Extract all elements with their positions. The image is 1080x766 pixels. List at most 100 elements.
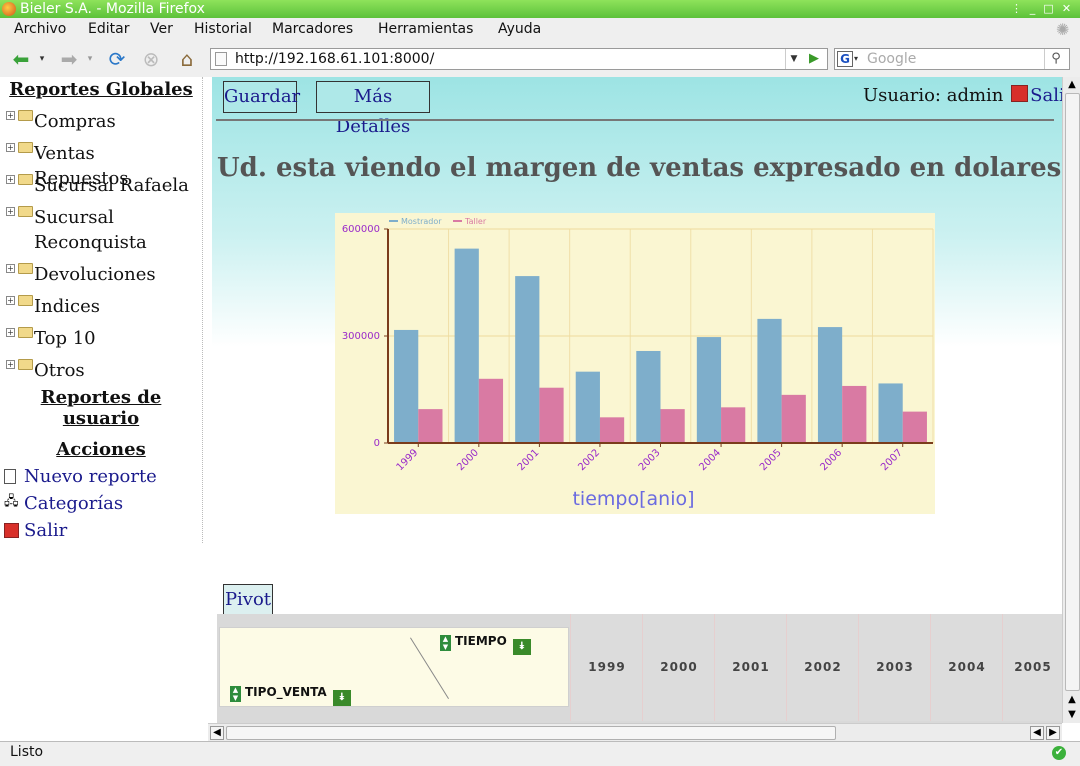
save-button[interactable]: Guardar (223, 81, 300, 113)
tree-item-label[interactable]: Devoluciones (34, 264, 156, 285)
power-icon[interactable] (1011, 85, 1029, 102)
row-variable[interactable]: ▲ ▼ TIPO_VENTA ⯯ (230, 685, 351, 706)
pivot-year-header[interactable]: 1999 (570, 614, 643, 721)
y-tick-label: 600000 (342, 224, 380, 235)
reorder-icon[interactable]: ▲ ▼ (230, 686, 241, 702)
tree-item-label[interactable]: Otros (34, 360, 85, 381)
tree-item-sucursal-reconquista[interactable]: + Sucursal Reconquista (0, 205, 200, 262)
engine-dropdown-icon[interactable]: ▾ (854, 54, 859, 63)
header-logout-link[interactable]: Salir (1030, 85, 1062, 106)
window-menu-icon[interactable]: ⋮ (1011, 2, 1022, 15)
categories-label[interactable]: Categorías (24, 493, 124, 514)
vertical-scrollbar[interactable]: ▲ ▲ ▼ (1062, 77, 1080, 723)
home-icon[interactable]: ⌂ (180, 47, 194, 71)
tree-item-label[interactable]: Indices (34, 296, 100, 317)
tree-item-ventas-repuestos[interactable]: + Ventas Repuestos (0, 141, 200, 189)
logout-label[interactable]: Salir (24, 520, 68, 541)
expand-icon[interactable]: + (6, 207, 15, 216)
bar-mostrador-2003 (636, 350, 661, 443)
pivot-corner: ▲ ▼ TIEMPO ⯯ ▲ ▼ TIPO_VENTA ⯯ (219, 627, 569, 707)
expand-icon[interactable]: + (6, 264, 15, 273)
document-icon (4, 469, 16, 484)
url-bar[interactable]: http://192.168.61.101:8000/ ▼ ▶ (210, 48, 828, 70)
pivot-table: ▲ ▼ TIEMPO ⯯ ▲ ▼ TIPO_VENTA ⯯ 1999 2000 2001 2… (217, 614, 1062, 723)
global-reports-title[interactable]: Reportes Globales (9, 79, 193, 100)
horizontal-scroll-thumb[interactable] (226, 726, 836, 740)
user-reports-title[interactable]: Reportes de usuario (40, 387, 162, 429)
back-history-icon[interactable]: ▾ (39, 54, 45, 64)
row-variable-label[interactable]: TIPO_VENTA (245, 685, 327, 699)
vertical-scroll-thumb[interactable] (1065, 93, 1080, 691)
search-placeholder[interactable]: Google (867, 51, 917, 67)
pivot-year-header[interactable]: 2001 (714, 614, 787, 721)
pivot-year-header[interactable]: 2002 (786, 614, 859, 721)
go-icon[interactable]: ▶ (809, 51, 819, 66)
tree-item-otros[interactable]: + Otros (0, 358, 200, 390)
reorder-icon[interactable]: ▲ ▼ (440, 635, 451, 651)
tree-item-devoluciones[interactable]: + Devoluciones (0, 262, 200, 294)
pivot-year-header[interactable]: 2000 (642, 614, 715, 721)
bar-mostrador-2007 (878, 383, 903, 443)
col-variable[interactable]: ▲ ▼ TIEMPO ⯯ (440, 634, 531, 655)
minimize-icon[interactable]: _ (1029, 2, 1036, 15)
search-icon[interactable]: ⚲ (1044, 49, 1067, 69)
tree-item-label[interactable]: Top 10 (34, 328, 96, 349)
expand-icon[interactable]: + (6, 143, 15, 152)
scroll-left-icon[interactable]: ◀ (1030, 726, 1044, 740)
back-icon[interactable]: ⬅ (12, 47, 30, 71)
url-dropdown-icon[interactable]: ▼ (785, 49, 802, 69)
forward-icon[interactable]: ➡ (60, 47, 78, 71)
pivot-button[interactable]: Pivot (223, 584, 273, 616)
forward-history-icon[interactable]: ▾ (87, 54, 93, 64)
scroll-up-icon[interactable]: ▲ (1068, 79, 1076, 90)
col-variable-label[interactable]: TIEMPO (455, 634, 507, 648)
scroll-left-icon[interactable]: ◀ (210, 726, 224, 740)
drilldown-icon[interactable]: ⯯ (512, 639, 531, 655)
user-info: Usuario: admin Salir (863, 85, 1062, 106)
x-tick-label: 2002 (576, 447, 602, 473)
close-icon[interactable]: ✕ (1061, 2, 1072, 15)
folder-icon (18, 142, 33, 153)
tree-item-label[interactable]: Sucursal Rafaela (34, 175, 189, 196)
url-text[interactable]: http://192.168.61.101:8000/ (235, 51, 435, 67)
tree-item-sucursal-rafaela[interactable]: + Sucursal Rafaela (0, 173, 200, 205)
scroll-up-icon[interactable]: ▲ (1068, 694, 1076, 705)
tree-item-top-10[interactable]: + Top 10 (0, 326, 200, 358)
menu-ver[interactable]: Ver (150, 21, 173, 37)
menu-historial[interactable]: Historial (194, 21, 252, 37)
tree-item-label[interactable]: Compras (34, 111, 116, 132)
x-tick-label: 2001 (516, 447, 542, 473)
scroll-down-icon[interactable]: ▼ (1068, 709, 1076, 720)
menu-editar[interactable]: Editar (88, 21, 130, 37)
tree-item-indices[interactable]: + Indices (0, 294, 200, 326)
horizontal-scrollbar[interactable]: ◀ ◀ ▶ (208, 723, 1062, 741)
expand-icon[interactable]: + (6, 360, 15, 369)
page-icon (215, 52, 227, 66)
pivot-year-header[interactable]: 2004 (930, 614, 1003, 721)
reload-icon[interactable]: ⟳ (108, 47, 126, 71)
menu-ayuda[interactable]: Ayuda (498, 21, 542, 37)
scroll-right-icon[interactable]: ▶ (1046, 726, 1060, 740)
bar-mostrador-2004 (696, 337, 722, 443)
drilldown-icon[interactable]: ⯯ (332, 690, 351, 706)
tree-item-label[interactable]: Ventas Repuestos (34, 143, 129, 189)
actions-title: Acciones (56, 439, 146, 460)
menu-archivo[interactable]: Archivo (14, 21, 67, 37)
new-report-label[interactable]: Nuevo reporte (24, 466, 157, 487)
pivot-year-header[interactable]: 2005 (1002, 614, 1062, 721)
expand-icon[interactable]: + (6, 296, 15, 305)
tree-item-label[interactable]: Sucursal Reconquista (34, 207, 147, 253)
more-details-button[interactable]: Más Detalles (316, 81, 430, 137)
maximize-icon[interactable]: □ (1043, 2, 1054, 15)
search-box[interactable]: G ▾ Google ⚲ (834, 48, 1070, 70)
folder-icon (18, 295, 33, 306)
expand-icon[interactable]: + (6, 328, 15, 337)
stop-icon[interactable]: ⊗ (142, 47, 160, 71)
pivot-year-header[interactable]: 2003 (858, 614, 931, 721)
google-engine-icon[interactable]: G (837, 51, 853, 67)
expand-icon[interactable]: + (6, 111, 15, 120)
expand-icon[interactable]: + (6, 175, 15, 184)
tree-item-compras[interactable]: + Compras (0, 109, 200, 141)
menu-marcadores[interactable]: Marcadores (272, 21, 354, 37)
menu-herramientas[interactable]: Herramientas (378, 21, 474, 37)
